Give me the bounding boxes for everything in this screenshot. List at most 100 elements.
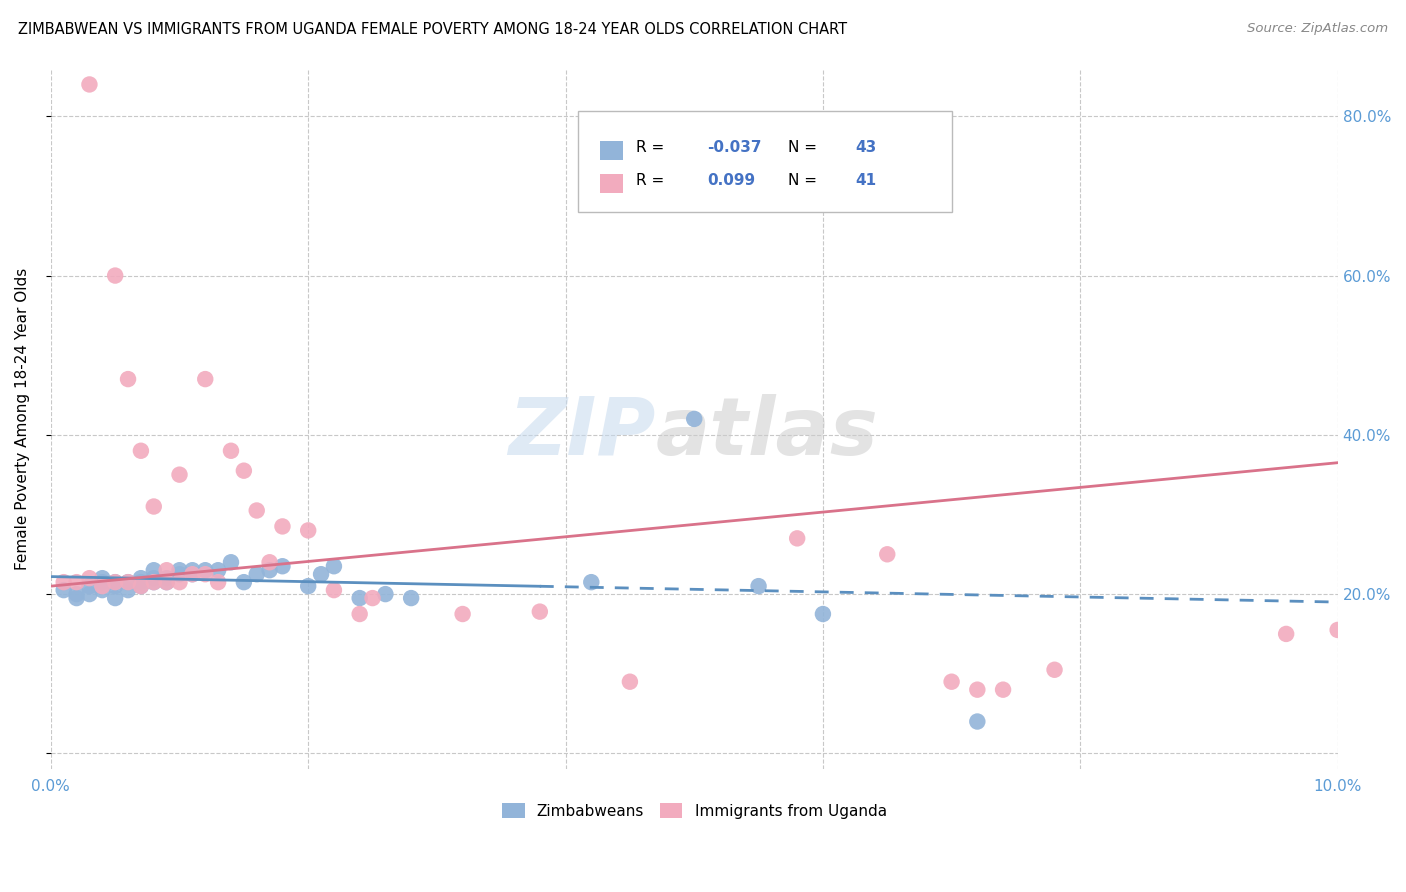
Point xyxy=(1326,623,1348,637)
Point xyxy=(323,583,346,598)
Point xyxy=(117,372,139,386)
Point xyxy=(246,503,269,517)
Point xyxy=(529,605,551,619)
Point xyxy=(129,443,152,458)
Point xyxy=(129,571,152,585)
FancyBboxPatch shape xyxy=(600,141,623,160)
Point xyxy=(104,575,127,590)
Point xyxy=(811,607,834,621)
Point xyxy=(156,575,179,590)
Point xyxy=(581,575,603,590)
Point xyxy=(52,583,75,598)
Point xyxy=(129,579,152,593)
Point xyxy=(966,714,988,729)
FancyBboxPatch shape xyxy=(600,174,623,194)
Point xyxy=(156,575,179,590)
FancyBboxPatch shape xyxy=(578,111,952,212)
Point xyxy=(52,575,75,590)
Point xyxy=(323,559,346,574)
Point xyxy=(194,567,217,582)
Point xyxy=(683,412,706,426)
Point xyxy=(619,674,641,689)
Point xyxy=(65,591,87,606)
Point xyxy=(156,571,179,585)
Point xyxy=(259,563,281,577)
Point xyxy=(129,579,152,593)
Text: R =: R = xyxy=(637,173,669,188)
Point xyxy=(142,563,165,577)
Point xyxy=(271,559,294,574)
Legend: Zimbabweans, Immigrants from Uganda: Zimbabweans, Immigrants from Uganda xyxy=(495,797,893,825)
Text: 0.099: 0.099 xyxy=(707,173,755,188)
Point xyxy=(451,607,474,621)
Point xyxy=(169,563,191,577)
Point xyxy=(79,587,101,601)
Text: 41: 41 xyxy=(855,173,876,188)
Point xyxy=(91,583,114,598)
Point xyxy=(142,500,165,514)
Point xyxy=(79,579,101,593)
Point xyxy=(142,571,165,585)
Text: atlas: atlas xyxy=(655,394,879,472)
Point xyxy=(194,372,217,386)
Point xyxy=(169,467,191,482)
Point xyxy=(966,682,988,697)
Point xyxy=(104,268,127,283)
Point xyxy=(117,575,139,590)
Point xyxy=(232,575,254,590)
Point xyxy=(361,591,384,606)
Text: 43: 43 xyxy=(855,139,876,154)
Point xyxy=(65,587,87,601)
Point xyxy=(876,547,898,561)
Point xyxy=(91,575,114,590)
Point xyxy=(79,571,101,585)
Point xyxy=(1275,627,1298,641)
Point xyxy=(129,575,152,590)
Point xyxy=(194,563,217,577)
Point xyxy=(169,575,191,590)
Point xyxy=(349,607,371,621)
Point xyxy=(142,575,165,590)
Text: R =: R = xyxy=(637,139,669,154)
Point xyxy=(181,567,204,582)
Point xyxy=(259,555,281,569)
Point xyxy=(117,575,139,590)
Point xyxy=(156,563,179,577)
Point xyxy=(991,682,1014,697)
Point xyxy=(349,591,371,606)
Point xyxy=(941,674,963,689)
Point xyxy=(207,575,229,590)
Point xyxy=(65,575,87,590)
Text: Source: ZipAtlas.com: Source: ZipAtlas.com xyxy=(1247,22,1388,36)
Point xyxy=(374,587,396,601)
Point xyxy=(232,464,254,478)
Text: ZIMBABWEAN VS IMMIGRANTS FROM UGANDA FEMALE POVERTY AMONG 18-24 YEAR OLDS CORREL: ZIMBABWEAN VS IMMIGRANTS FROM UGANDA FEM… xyxy=(18,22,848,37)
Text: N =: N = xyxy=(789,173,823,188)
Point xyxy=(181,567,204,582)
Point xyxy=(91,571,114,585)
Point xyxy=(748,579,770,593)
Text: ZIP: ZIP xyxy=(508,394,655,472)
Point xyxy=(786,532,808,546)
Point xyxy=(207,563,229,577)
Point xyxy=(271,519,294,533)
Point xyxy=(169,567,191,582)
Point xyxy=(1043,663,1066,677)
Point xyxy=(219,443,242,458)
Point xyxy=(104,579,127,593)
Point xyxy=(219,555,242,569)
Point xyxy=(399,591,422,606)
Point xyxy=(246,567,269,582)
Point xyxy=(79,78,101,92)
Text: N =: N = xyxy=(789,139,823,154)
Text: -0.037: -0.037 xyxy=(707,139,762,154)
Point xyxy=(297,579,319,593)
Point xyxy=(104,575,127,590)
Point xyxy=(91,579,114,593)
Y-axis label: Female Poverty Among 18-24 Year Olds: Female Poverty Among 18-24 Year Olds xyxy=(15,268,30,570)
Point xyxy=(104,591,127,606)
Point xyxy=(309,567,332,582)
Point xyxy=(181,563,204,577)
Point xyxy=(142,575,165,590)
Point xyxy=(117,583,139,598)
